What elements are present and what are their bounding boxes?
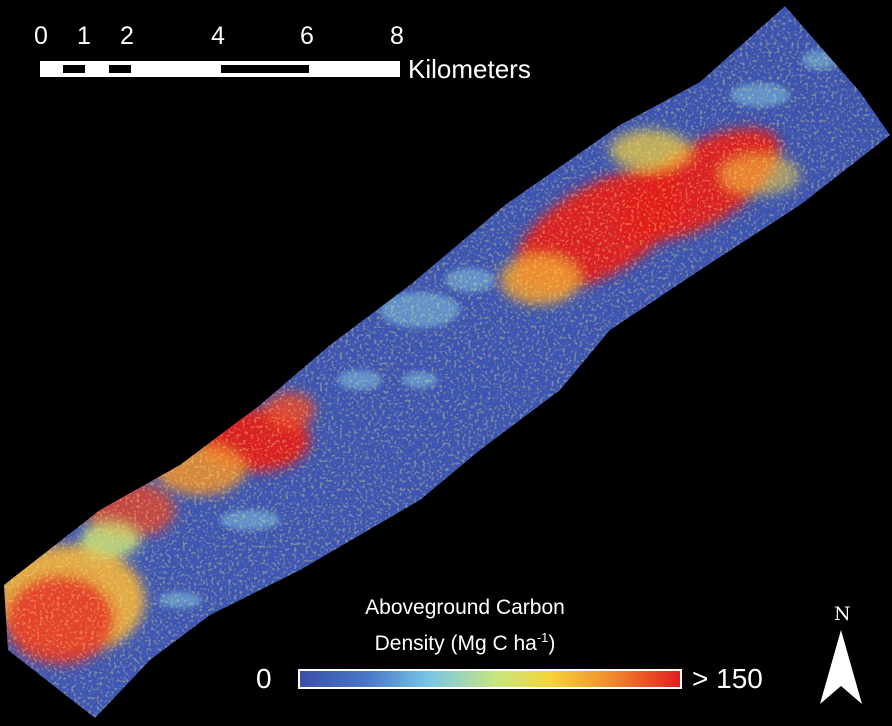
scale-segment (63, 65, 85, 73)
scale-segment (109, 65, 131, 73)
scale-segment (221, 65, 309, 73)
legend-title-prefix: Density (Mg C ha (374, 632, 537, 655)
north-arrow-icon (820, 630, 862, 704)
legend-frame (298, 669, 682, 689)
legend-max-label: > 150 (692, 663, 763, 694)
scale-tick-8: 8 (390, 22, 404, 50)
legend-title-suffix: ) (548, 632, 556, 655)
north-label: N (834, 603, 851, 625)
scale-tick-6: 6 (300, 22, 314, 50)
scale-tick-0: 0 (34, 22, 48, 50)
legend-title-line2: Density (Mg C ha-1) (310, 630, 620, 656)
scale-tick-1: 1 (77, 22, 91, 50)
legend-color-ramp (300, 671, 680, 687)
scale-tick-2: 2 (120, 22, 134, 50)
legend-title-superscript: -1 (536, 630, 549, 645)
legend-min-label: 0 (256, 663, 272, 694)
scale-tick-4: 4 (211, 22, 225, 50)
scale-units: Kilometers (408, 54, 531, 84)
legend-title-line1: Aboveground Carbon (365, 596, 565, 619)
scale-bar-graphic (40, 61, 400, 77)
